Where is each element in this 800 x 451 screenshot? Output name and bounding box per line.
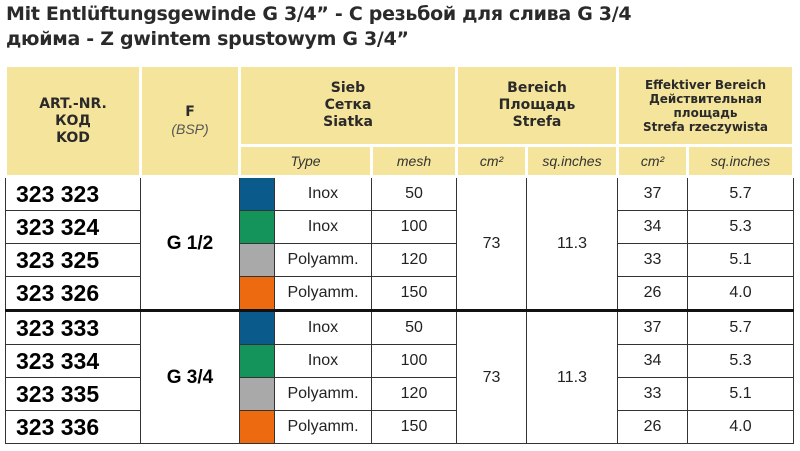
effective-area-cm2: 26 (617, 276, 688, 311)
effective-area-sq-inches: 5.7 (687, 176, 794, 211)
mesh: 150 (371, 276, 457, 311)
article-number: 323 326 (5, 276, 141, 311)
table-row: 323 324 Inox 100 34 5.3 (5, 210, 794, 244)
subheader-eff-sq-inches: sq.inches (686, 144, 795, 178)
color-swatch (239, 176, 275, 211)
effective-area-cm2: 33 (617, 377, 688, 411)
effective-area-cm2: 37 (617, 176, 688, 211)
table-row: 323 323 G 1/2 Inox 50 73 11.3 37 5.7 (5, 176, 794, 311)
sieve-type: Inox (274, 309, 372, 345)
header-thread: F (BSP) (139, 64, 241, 178)
area-sq-inches: 11.3 (526, 309, 618, 444)
document-title: Mit Entlüftungsgewinde G 3/4” - С резьбо… (6, 2, 632, 52)
color-swatch (239, 243, 275, 277)
effective-area-sq-inches: 5.3 (687, 210, 794, 244)
thread-size: G 1/2 (140, 176, 240, 311)
thread-size: G 3/4 (140, 309, 240, 444)
article-number: 323 336 (5, 410, 141, 444)
color-swatch (239, 210, 275, 244)
header-bsp: (BSP) (171, 121, 209, 137)
table-row: 323 325 Polyamm. 120 33 5.1 (5, 243, 794, 277)
effective-area-sq-inches: 4.0 (687, 276, 794, 311)
sieve-type: Inox (274, 210, 372, 244)
mesh: 50 (371, 309, 457, 345)
table-row: 323 333 G 3/4 Inox 50 73 11.3 37 5.7 (5, 309, 794, 444)
color-swatch (239, 276, 275, 311)
header-effective-area: Effektiver Bereich Действительная площадь S… (616, 64, 795, 147)
article-number: 323 334 (5, 344, 141, 378)
subheader-sq-inches: sq.inches (525, 144, 619, 178)
title-line-1: Mit Entlüftungsgewinde G 3/4” - С резьбо… (6, 3, 632, 25)
table-row: 323 326 Polyamm. 150 26 4.0 (5, 276, 794, 311)
effective-area-sq-inches: 5.1 (687, 243, 794, 277)
article-number: 323 324 (5, 210, 141, 244)
filter-spec-table: ART.-NR. КОД KOD F (BSP) Sieb Сетка Siatka Be… (4, 64, 795, 444)
header-sieve: Sieb Сетка Siatka (238, 64, 458, 147)
subheader-mesh: mesh (370, 144, 458, 178)
effective-area-sq-inches: 5.1 (687, 377, 794, 411)
subheader-cm2: cm² (455, 144, 528, 178)
mesh: 100 (371, 344, 457, 378)
table-row: 323 336 Polyamm. 150 26 4.0 (5, 410, 794, 444)
effective-area-sq-inches: 4.0 (687, 410, 794, 444)
effective-area-cm2: 33 (617, 243, 688, 277)
mesh: 120 (371, 377, 457, 411)
mesh: 50 (371, 176, 457, 211)
color-swatch (239, 410, 275, 444)
effective-area-cm2: 26 (617, 410, 688, 444)
title-line-2: дюйма - Z gwintem spustowym G 3/4” (6, 28, 409, 50)
header-art-nr: ART.-NR. КОД KOD (4, 64, 142, 178)
color-swatch (239, 344, 275, 378)
subheader-eff-cm2: cm² (616, 144, 689, 178)
color-swatch (239, 309, 275, 345)
article-number: 323 323 (5, 176, 141, 211)
mesh: 150 (371, 410, 457, 444)
color-swatch (239, 377, 275, 411)
table-row: 323 335 Polyamm. 120 33 5.1 (5, 377, 794, 411)
effective-area-cm2: 34 (617, 210, 688, 244)
article-number: 323 333 (5, 309, 141, 345)
effective-area-sq-inches: 5.7 (687, 309, 794, 345)
table-row: 323 334 Inox 100 34 5.3 (5, 344, 794, 378)
effective-area-cm2: 37 (617, 309, 688, 345)
area-cm2: 73 (456, 176, 527, 311)
effective-area-cm2: 34 (617, 344, 688, 378)
article-number: 323 325 (5, 243, 141, 277)
area-cm2: 73 (456, 309, 527, 444)
sieve-type: Inox (274, 176, 372, 211)
sieve-type: Polyamm. (274, 243, 372, 277)
mesh: 100 (371, 210, 457, 244)
area-sq-inches: 11.3 (526, 176, 618, 311)
article-number: 323 335 (5, 377, 141, 411)
sieve-type: Polyamm. (274, 410, 372, 444)
sieve-type: Inox (274, 344, 372, 378)
mesh: 120 (371, 243, 457, 277)
sieve-type: Polyamm. (274, 276, 372, 311)
subheader-type: Type (238, 144, 373, 178)
effective-area-sq-inches: 5.3 (687, 344, 794, 378)
header-area: Bereich Площадь Strefa (455, 64, 619, 147)
sieve-type: Polyamm. (274, 377, 372, 411)
